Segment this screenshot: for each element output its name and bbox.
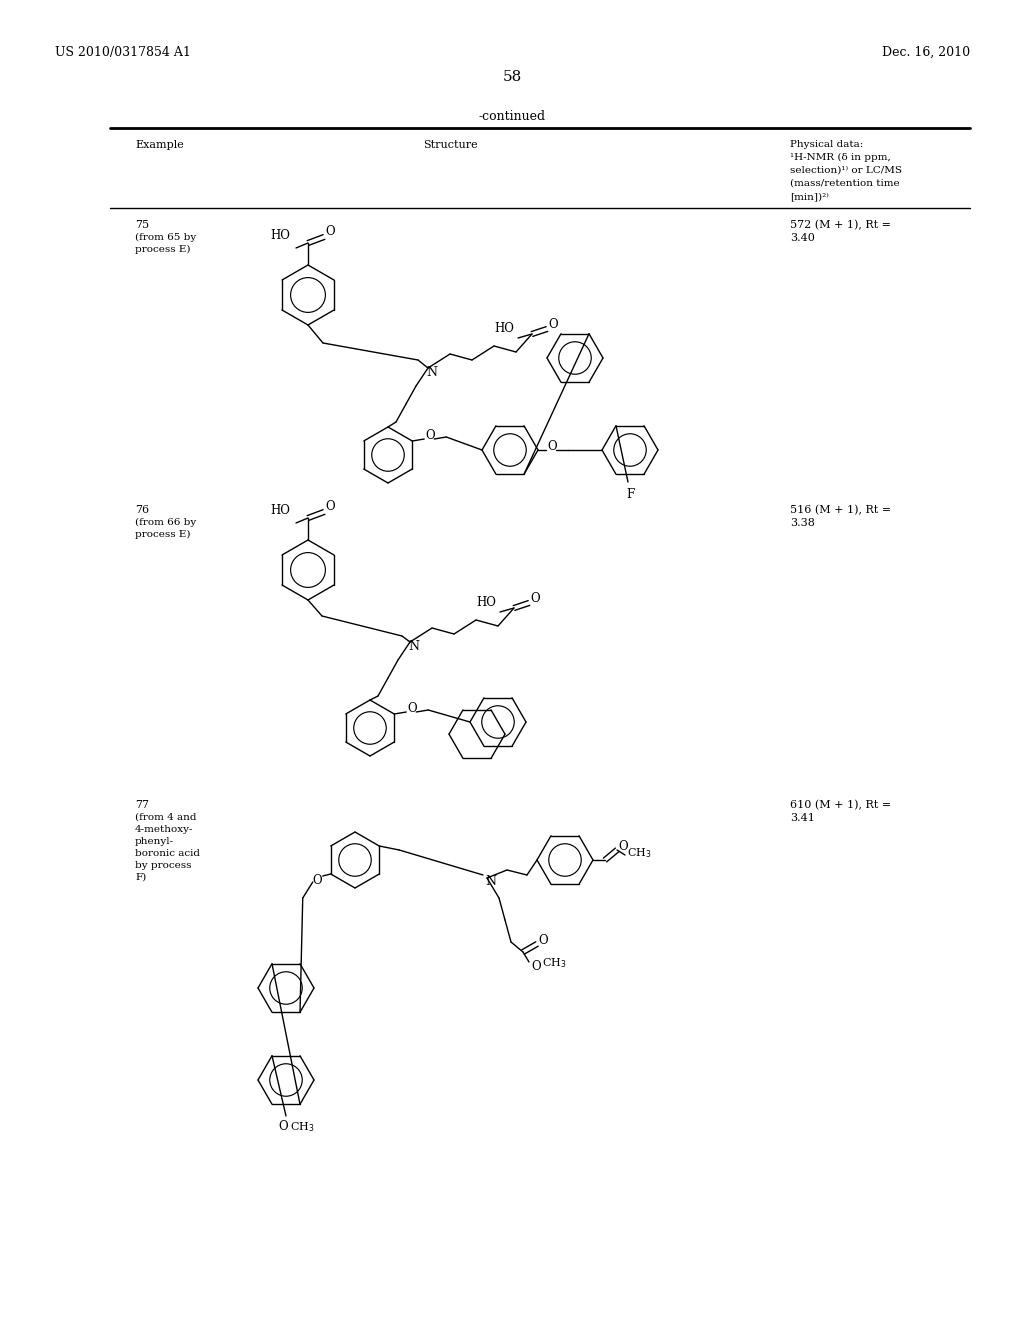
- Text: 516 (M + 1), Rt =: 516 (M + 1), Rt =: [790, 506, 891, 515]
- Text: CH$_3$: CH$_3$: [290, 1119, 314, 1134]
- Text: O: O: [538, 935, 548, 946]
- Text: HO: HO: [270, 228, 290, 242]
- Text: HO: HO: [476, 597, 496, 609]
- Text: CH$_3$: CH$_3$: [542, 956, 566, 970]
- Text: (from 66 by: (from 66 by: [135, 517, 197, 527]
- Text: O: O: [408, 702, 417, 715]
- Text: phenyl-: phenyl-: [135, 837, 174, 846]
- Text: 77: 77: [135, 800, 150, 810]
- Text: O: O: [530, 591, 540, 605]
- Text: N: N: [485, 875, 496, 888]
- Text: N: N: [426, 366, 437, 379]
- Text: (mass/retention time: (mass/retention time: [790, 180, 900, 187]
- Text: US 2010/0317854 A1: US 2010/0317854 A1: [55, 46, 190, 59]
- Text: HO: HO: [494, 322, 514, 335]
- Text: F: F: [626, 488, 634, 502]
- Text: Structure: Structure: [423, 140, 477, 150]
- Text: 76: 76: [135, 506, 150, 515]
- Text: (from 65 by: (from 65 by: [135, 234, 197, 242]
- Text: 572 (M + 1), Rt =: 572 (M + 1), Rt =: [790, 220, 891, 231]
- Text: O: O: [325, 224, 335, 238]
- Text: 610 (M + 1), Rt =: 610 (M + 1), Rt =: [790, 800, 891, 810]
- Text: O: O: [312, 874, 323, 887]
- Text: Dec. 16, 2010: Dec. 16, 2010: [882, 46, 970, 59]
- Text: boronic acid: boronic acid: [135, 849, 200, 858]
- Text: selection)¹⁾ or LC/MS: selection)¹⁾ or LC/MS: [790, 166, 902, 176]
- Text: CH$_3$: CH$_3$: [627, 846, 651, 859]
- Text: Physical data:: Physical data:: [790, 140, 863, 149]
- Text: O: O: [425, 429, 435, 442]
- Text: HO: HO: [270, 504, 290, 517]
- Text: O: O: [278, 1119, 288, 1133]
- Text: 3.38: 3.38: [790, 517, 815, 528]
- Text: process E): process E): [135, 531, 190, 539]
- Text: O: O: [531, 960, 541, 973]
- Text: (from 4 and: (from 4 and: [135, 813, 197, 822]
- Text: O: O: [325, 500, 335, 513]
- Text: -continued: -continued: [478, 110, 546, 123]
- Text: ¹H-NMR (δ in ppm,: ¹H-NMR (δ in ppm,: [790, 153, 891, 162]
- Text: N: N: [408, 640, 419, 653]
- Text: Example: Example: [135, 140, 183, 150]
- Text: 3.41: 3.41: [790, 813, 815, 822]
- Text: O: O: [548, 318, 558, 331]
- Text: 4-methoxy-: 4-methoxy-: [135, 825, 194, 834]
- Text: 3.40: 3.40: [790, 234, 815, 243]
- Text: 58: 58: [503, 70, 521, 84]
- Text: by process: by process: [135, 861, 191, 870]
- Text: O: O: [547, 440, 557, 453]
- Text: process E): process E): [135, 246, 190, 255]
- Text: O: O: [618, 840, 628, 853]
- Text: 75: 75: [135, 220, 150, 230]
- Text: F): F): [135, 873, 146, 882]
- Text: [min])²⁾: [min])²⁾: [790, 191, 828, 201]
